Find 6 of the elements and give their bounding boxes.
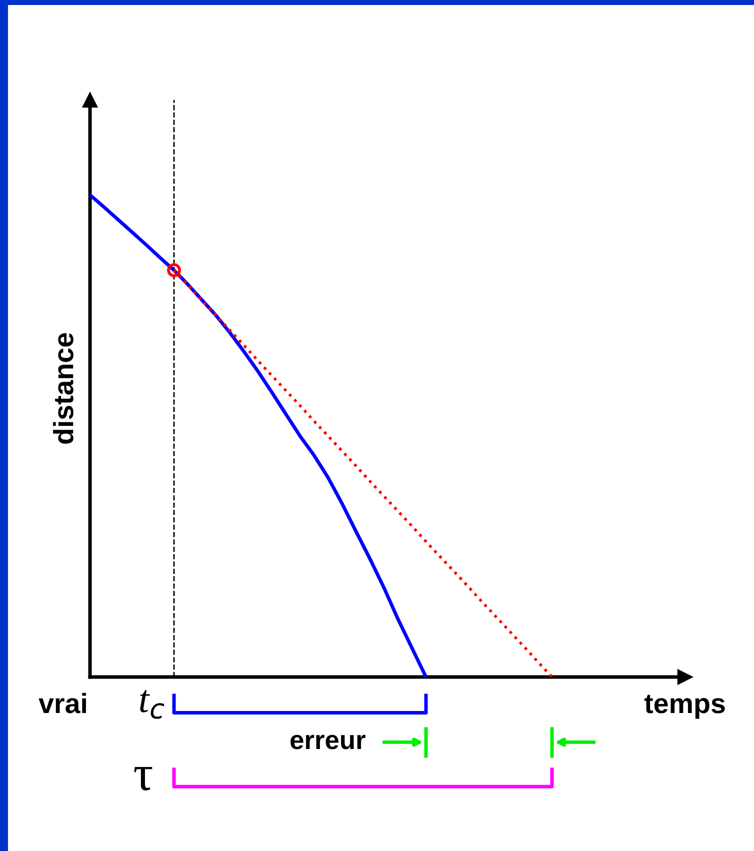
text: τ xyxy=(134,767,152,790)
text: t$_{c}$ xyxy=(140,690,164,719)
text: erreur xyxy=(290,734,366,750)
x-axis-title: temps xyxy=(644,694,725,719)
y-axis-title: distance xyxy=(52,333,74,444)
text: vrai xyxy=(38,692,86,714)
